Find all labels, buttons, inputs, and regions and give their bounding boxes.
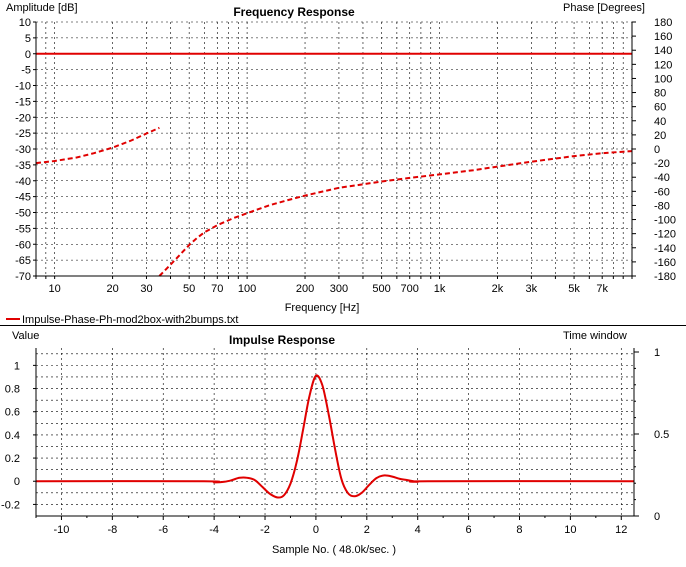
phase-tick-label: 100: [654, 73, 672, 85]
phase-tick-label: 80: [654, 88, 666, 100]
time-window-tick-label: 0: [654, 511, 660, 523]
impulse-series: [35, 374, 635, 499]
phase-tick-label: 40: [654, 116, 666, 128]
y-tick-label: -35: [15, 160, 31, 172]
y-tick-label: 5: [25, 33, 31, 45]
x-tick-label: -6: [158, 524, 168, 536]
value-axis-label: Value: [12, 330, 39, 342]
y-tick-label: -55: [15, 223, 31, 235]
phase-tick-label: 180: [654, 17, 672, 29]
x-tick-label: 12: [615, 524, 627, 536]
phase-tick-label: -40: [654, 172, 670, 184]
y-tick-label: 0.4: [5, 430, 20, 442]
y-tick-label: 0.8: [5, 384, 20, 396]
x-tick-label: 8: [516, 524, 522, 536]
x-tick-label: -8: [107, 524, 117, 536]
frequency-grid: [35, 21, 633, 277]
impulse-ticks: 10.80.60.40.20-0.2-10 -8 -6 -4 -2 0 2 4 6 8 10 1210…: [1, 347, 669, 536]
x-tick-label: 300: [330, 283, 348, 295]
x-tick-label: 6: [466, 524, 472, 536]
y-tick-label: -65: [15, 255, 31, 267]
y-tick-label: -30: [15, 144, 31, 156]
x-tick-label: 700: [401, 283, 419, 295]
y-tick-label: -70: [15, 271, 31, 283]
phase-tick-label: 60: [654, 102, 666, 114]
y-tick-label: -50: [15, 208, 31, 220]
x-tick-label: 5k: [568, 283, 580, 295]
x-tick-label: 500: [372, 283, 390, 295]
x-tick-label: 3k: [526, 283, 538, 295]
x-tick-label: -2: [260, 524, 270, 536]
phase-line-segment-2: [158, 150, 633, 277]
frequency-plot-frame: [35, 22, 633, 277]
phase-tick-label: -140: [654, 243, 676, 255]
y-tick-label: 0.2: [5, 453, 20, 465]
x-tick-label: 10: [49, 283, 61, 295]
phase-tick-label: 140: [654, 45, 672, 57]
legend: Impulse-Phase-Ph-mod2box-with2bumps.txt: [6, 314, 238, 326]
y-tick-label: -45: [15, 192, 31, 204]
time-window-axis-label: Time window: [563, 330, 627, 342]
phase-tick-label: -180: [654, 271, 676, 283]
amplitude-axis-label: Amplitude [dB]: [6, 2, 78, 14]
x-tick-label: 200: [296, 283, 314, 295]
phase-tick-label: -120: [654, 229, 676, 241]
y-tick-label: -25: [15, 128, 31, 140]
phase-tick-label: 20: [654, 130, 666, 142]
phase-tick-label: -20: [654, 158, 670, 170]
x-tick-label: 30: [140, 283, 152, 295]
y-tick-label: 0: [14, 476, 20, 488]
y-tick-label: 10: [19, 17, 31, 29]
y-tick-label: -0.2: [1, 499, 20, 511]
time-window-tick-label: 1: [654, 347, 660, 359]
impulse-response-title: Impulse Response: [229, 333, 335, 347]
y-tick-label: -20: [15, 112, 31, 124]
y-tick-label: -60: [15, 239, 31, 251]
x-tick-label: 10: [564, 524, 576, 536]
phase-tick-label: -160: [654, 257, 676, 269]
x-tick-label: 2: [364, 524, 370, 536]
frequency-response-chart: Frequency Response Amplitude [dB] Phase …: [6, 2, 676, 326]
phase-tick-label: 0: [654, 144, 660, 156]
frequency-ticks: 1050-5-10-15-20-25-30-35-40-45-50-55-60-…: [15, 17, 676, 295]
phase-line-segment-1: [35, 126, 160, 165]
impulse-response-chart: Impulse Response Value Time window Sampl…: [1, 330, 669, 556]
x-tick-label: 70: [211, 283, 223, 295]
phase-tick-label: 160: [654, 31, 672, 43]
phase-tick-label: -100: [654, 215, 676, 227]
x-tick-label: -10: [53, 524, 69, 536]
impulse-plot-frame: [35, 348, 635, 517]
y-tick-label: 0: [25, 49, 31, 61]
y-tick-label: -40: [15, 176, 31, 188]
y-tick-label: -5: [21, 65, 31, 77]
phase-tick-label: -60: [654, 186, 670, 198]
frequency-series: [35, 52, 633, 277]
x-tick-label: 7k: [596, 283, 608, 295]
frequency-response-title: Frequency Response: [233, 5, 355, 19]
phase-tick-label: -80: [654, 200, 670, 212]
phase-axis-label: Phase [Degrees]: [563, 2, 645, 14]
legend-entry: Impulse-Phase-Ph-mod2box-with2bumps.txt: [22, 314, 238, 326]
x-tick-label: 1k: [434, 283, 446, 295]
x-tick-label: 4: [415, 524, 421, 536]
y-tick-label: -15: [15, 96, 31, 108]
y-tick-label: 0.6: [5, 407, 20, 419]
y-tick-label: 1: [14, 360, 20, 372]
phase-tick-label: 120: [654, 59, 672, 71]
x-tick-label: -4: [209, 524, 219, 536]
x-tick-label: 20: [106, 283, 118, 295]
sample-axis-label: Sample No. ( 48.0k/sec. ): [272, 544, 396, 556]
impulse-line: [35, 374, 635, 499]
time-window-tick-label: 0.5: [654, 429, 669, 441]
y-tick-label: -10: [15, 81, 31, 93]
x-tick-label: 2k: [492, 283, 504, 295]
frequency-axis-label: Frequency [Hz]: [285, 302, 360, 314]
x-tick-label: 0: [313, 524, 319, 536]
impulse-grid: [36, 348, 634, 516]
x-tick-label: 100: [238, 283, 256, 295]
x-tick-label: 50: [183, 283, 195, 295]
